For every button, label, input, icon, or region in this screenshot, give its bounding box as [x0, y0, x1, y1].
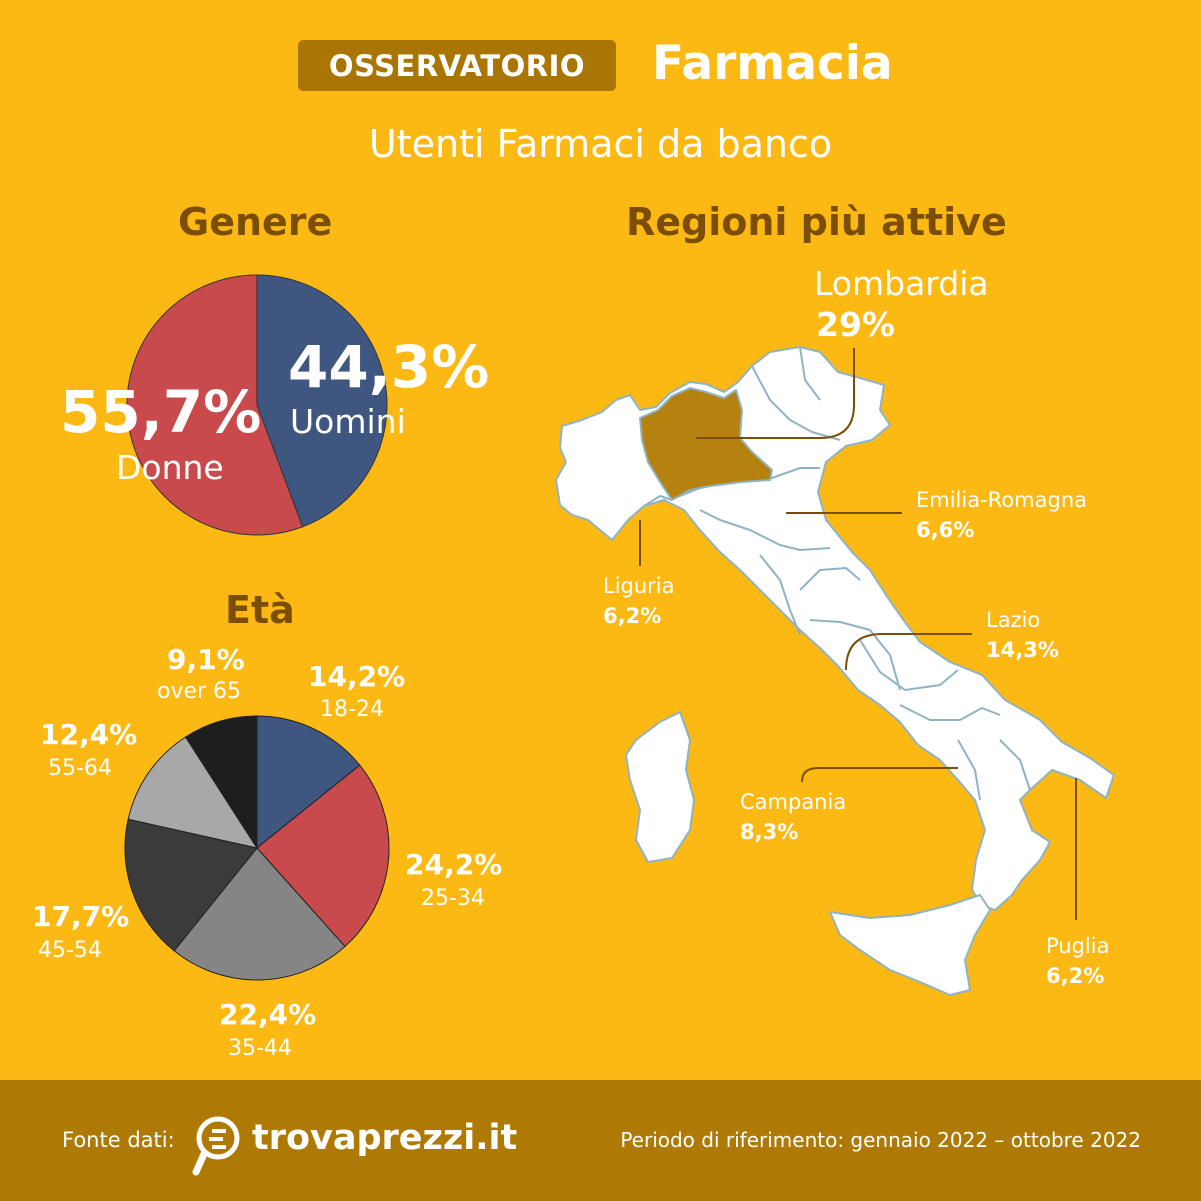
- age-over65-label: over 65: [157, 679, 242, 704]
- age-18-24-percent: 14,2%: [308, 660, 406, 693]
- liguria-name: Liguria: [603, 574, 675, 598]
- men-percent-label: 44,3%: [288, 333, 490, 401]
- gender-slice-uomini: [256, 274, 388, 528]
- age-55-64-label: 55-64: [48, 756, 112, 781]
- campania-name: Campania: [740, 790, 847, 814]
- gender-title: Genere: [178, 200, 333, 244]
- lombardia-leader: [696, 348, 855, 439]
- sardinia-island: [625, 711, 695, 863]
- age-45-54-percent: 17,7%: [32, 900, 130, 933]
- emilia-romagna-value: 6,6%: [916, 518, 975, 542]
- gender-pie-chart: [126, 274, 388, 536]
- trovaprezzi-logo-icon: [192, 1116, 240, 1176]
- gender-slice-donne: [126, 274, 304, 536]
- men-label: Uomini: [290, 402, 406, 441]
- lazio-name: Lazio: [986, 608, 1041, 632]
- page-title: Farmacia: [652, 36, 893, 91]
- campania-leader: [801, 767, 958, 783]
- page-subtitle: Utenti Farmaci da banco: [368, 122, 833, 166]
- age-pie-chart: [124, 715, 390, 981]
- age-title: Età: [225, 588, 295, 632]
- lombardia-value: 29%: [816, 305, 895, 344]
- age-45-54-label: 45-54: [38, 938, 102, 963]
- lazio-leader: [845, 633, 972, 671]
- italy-map: [555, 346, 1115, 996]
- lombardia-name: Lombardia: [814, 264, 989, 303]
- reference-period: Periodo di riferimento: gennaio 2022 – o…: [620, 1128, 1141, 1152]
- lazio-value: 14,3%: [986, 638, 1059, 662]
- lombardia-region: [639, 387, 773, 501]
- age-slice-45-54: [124, 818, 258, 952]
- age-over65-percent: 9,1%: [167, 643, 245, 676]
- emilia-romagna-name: Emilia-Romagna: [916, 488, 1088, 512]
- age-18-24-label: 18-24: [320, 697, 384, 722]
- sicily-island: [829, 894, 991, 996]
- age-slice-over-65: [184, 715, 258, 850]
- puglia-name: Puglia: [1046, 934, 1110, 958]
- charts-and-map: [124, 274, 1115, 996]
- source-label: Fonte dati:: [62, 1128, 175, 1152]
- liguria-value: 6,2%: [603, 604, 662, 628]
- brand-name: trovaprezzi.it: [252, 1118, 518, 1158]
- age-55-64-percent: 12,4%: [40, 718, 138, 751]
- age-slice-35-44: [173, 847, 346, 981]
- regions-title: Regioni più attive: [626, 200, 1007, 244]
- leader-lines: [639, 348, 1077, 920]
- women-label: Donne: [116, 448, 224, 487]
- age-35-44-label: 35-44: [228, 1036, 292, 1061]
- campania-value: 8,3%: [740, 820, 799, 844]
- age-25-34-percent: 24,2%: [405, 848, 503, 881]
- age-slice-18-24: [256, 715, 361, 850]
- age-35-44-percent: 22,4%: [219, 998, 317, 1031]
- age-25-34-label: 25-34: [421, 886, 485, 911]
- age-slice-55-64: [127, 736, 259, 849]
- region-borders: [643, 346, 1031, 801]
- women-percent-label: 55,7%: [60, 378, 262, 446]
- age-slice-25-34: [256, 764, 390, 948]
- puglia-value: 6,2%: [1046, 964, 1105, 988]
- observatory-badge: OSSERVATORIO: [298, 40, 616, 91]
